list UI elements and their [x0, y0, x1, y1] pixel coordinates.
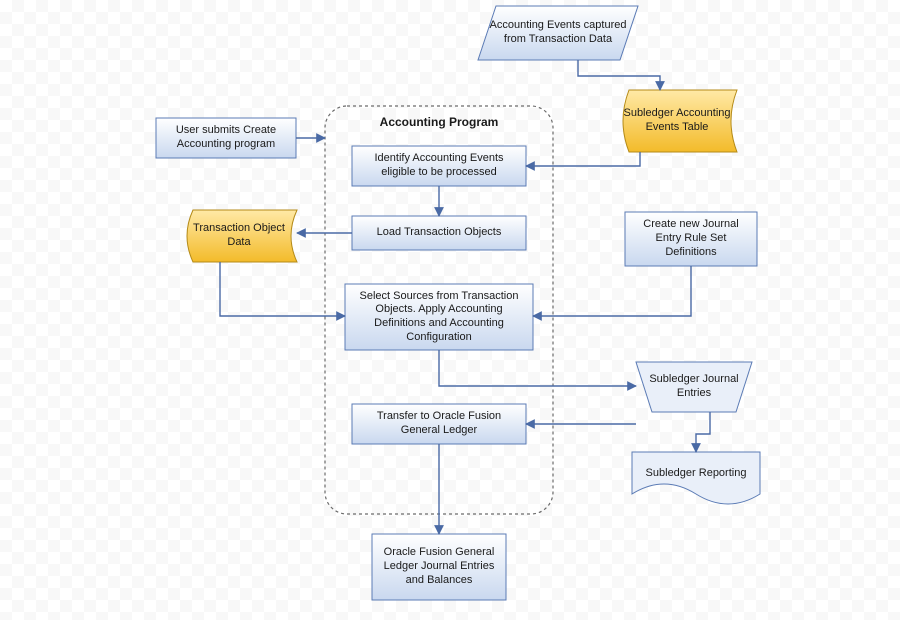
flowchart-svg — [0, 0, 900, 620]
